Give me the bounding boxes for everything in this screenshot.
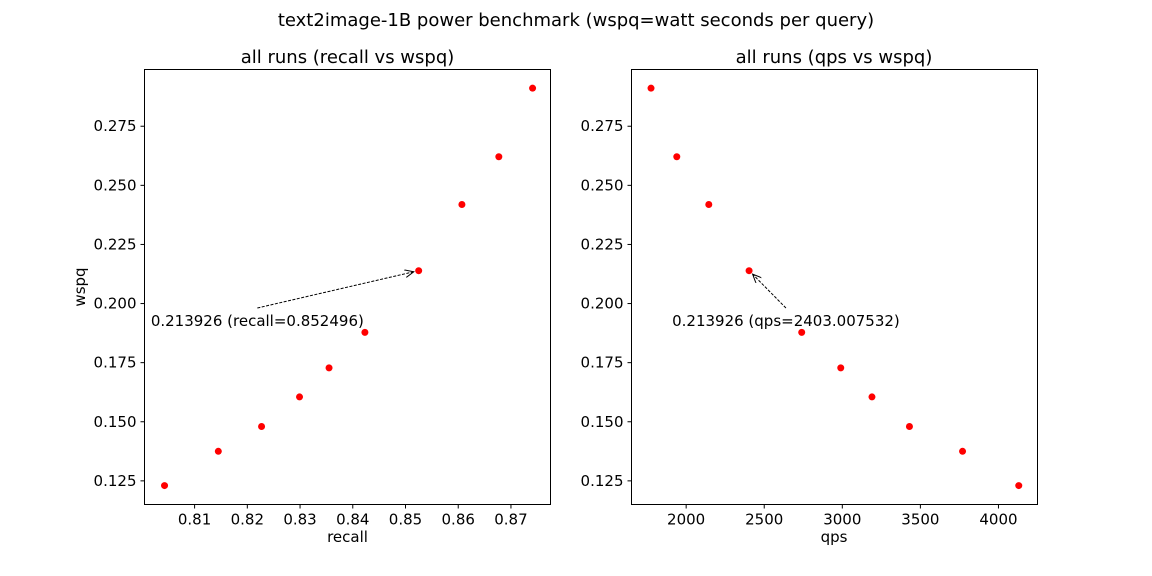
axes-frame-qps — [631, 69, 1038, 505]
y-tick-label: 0.150 — [581, 413, 624, 431]
data-point — [868, 393, 876, 401]
tick-layer-recall: 0.81 0.82 0.83 0.84 0.85 0.86 0.87 0.125 0.150 0.… — [94, 117, 528, 528]
data-point — [905, 422, 913, 430]
plot-title-recall: all runs (recall vs wspq) — [241, 47, 455, 68]
y-axis-label-recall: wspq — [71, 267, 89, 306]
figure-title: text2image-1B power benchmark (wspq=watt… — [278, 10, 874, 31]
plot-qps-vs-wspq: all runs (qps vs wspq) 2000 2500 3000 3500 4… — [581, 47, 1038, 546]
axes-frame-recall — [144, 69, 551, 505]
marks-layer-recall: 0.213926 (recall=0.852496) — [151, 84, 537, 490]
x-axis-label-recall: recall — [327, 528, 368, 546]
x-axis-label-qps: qps — [821, 528, 848, 546]
data-point — [798, 328, 806, 336]
marks-layer-qps: 0.213926 (qps=2403.007532) — [647, 84, 1023, 490]
x-tick-label: 3000 — [823, 511, 861, 529]
annotation-arrow — [257, 272, 413, 309]
y-tick-label: 0.150 — [94, 413, 137, 431]
annotation-arrow — [753, 274, 787, 309]
y-tick-label: 0.175 — [94, 354, 137, 372]
plot-title-qps: all runs (qps vs wspq) — [736, 47, 933, 68]
data-point — [495, 153, 503, 161]
y-tick-label: 0.200 — [581, 295, 624, 313]
y-tick-label: 0.275 — [94, 117, 137, 135]
plot-recall-vs-wspq: all runs (recall vs wspq) 0.81 0.82 0.83 0.… — [71, 47, 551, 546]
x-tick-label: 0.82 — [231, 511, 264, 529]
data-point — [959, 447, 967, 455]
data-point — [1015, 482, 1023, 490]
data-point — [705, 200, 713, 208]
y-tick-label: 0.125 — [581, 472, 624, 490]
y-tick-label: 0.225 — [581, 235, 624, 253]
x-tick-label: 0.83 — [283, 511, 316, 529]
x-tick-label: 2500 — [745, 511, 783, 529]
data-point — [325, 364, 333, 372]
x-tick-label: 0.81 — [178, 511, 211, 529]
data-point — [296, 393, 304, 401]
data-point — [647, 84, 655, 92]
y-tick-label: 0.250 — [94, 176, 137, 194]
data-point — [161, 482, 169, 490]
x-tick-label: 0.87 — [494, 511, 527, 529]
data-point — [415, 267, 423, 275]
data-point — [673, 153, 681, 161]
x-tick-label: 0.86 — [442, 511, 475, 529]
y-tick-label: 0.175 — [581, 354, 624, 372]
y-tick-label: 0.250 — [581, 176, 624, 194]
data-point — [837, 364, 845, 372]
data-point — [214, 447, 222, 455]
y-tick-label: 0.200 — [94, 295, 137, 313]
data-point — [745, 267, 753, 275]
annotation-label: 0.213926 (recall=0.852496) — [151, 312, 364, 330]
x-tick-label: 2000 — [667, 511, 705, 529]
tick-layer-qps: 2000 2500 3000 3500 4000 0.125 0.150 0.175 0.200… — [581, 117, 1018, 528]
data-point — [258, 422, 266, 430]
annotation-label: 0.213926 (qps=2403.007532) — [672, 312, 900, 330]
x-tick-label: 3500 — [901, 511, 939, 529]
y-tick-label: 0.275 — [581, 117, 624, 135]
x-tick-label: 0.84 — [336, 511, 369, 529]
y-tick-label: 0.125 — [94, 472, 137, 490]
y-tick-label: 0.225 — [94, 235, 137, 253]
x-tick-label: 0.85 — [389, 511, 422, 529]
data-point — [529, 84, 537, 92]
data-point — [458, 200, 466, 208]
x-tick-label: 4000 — [979, 511, 1017, 529]
data-point — [361, 328, 369, 336]
